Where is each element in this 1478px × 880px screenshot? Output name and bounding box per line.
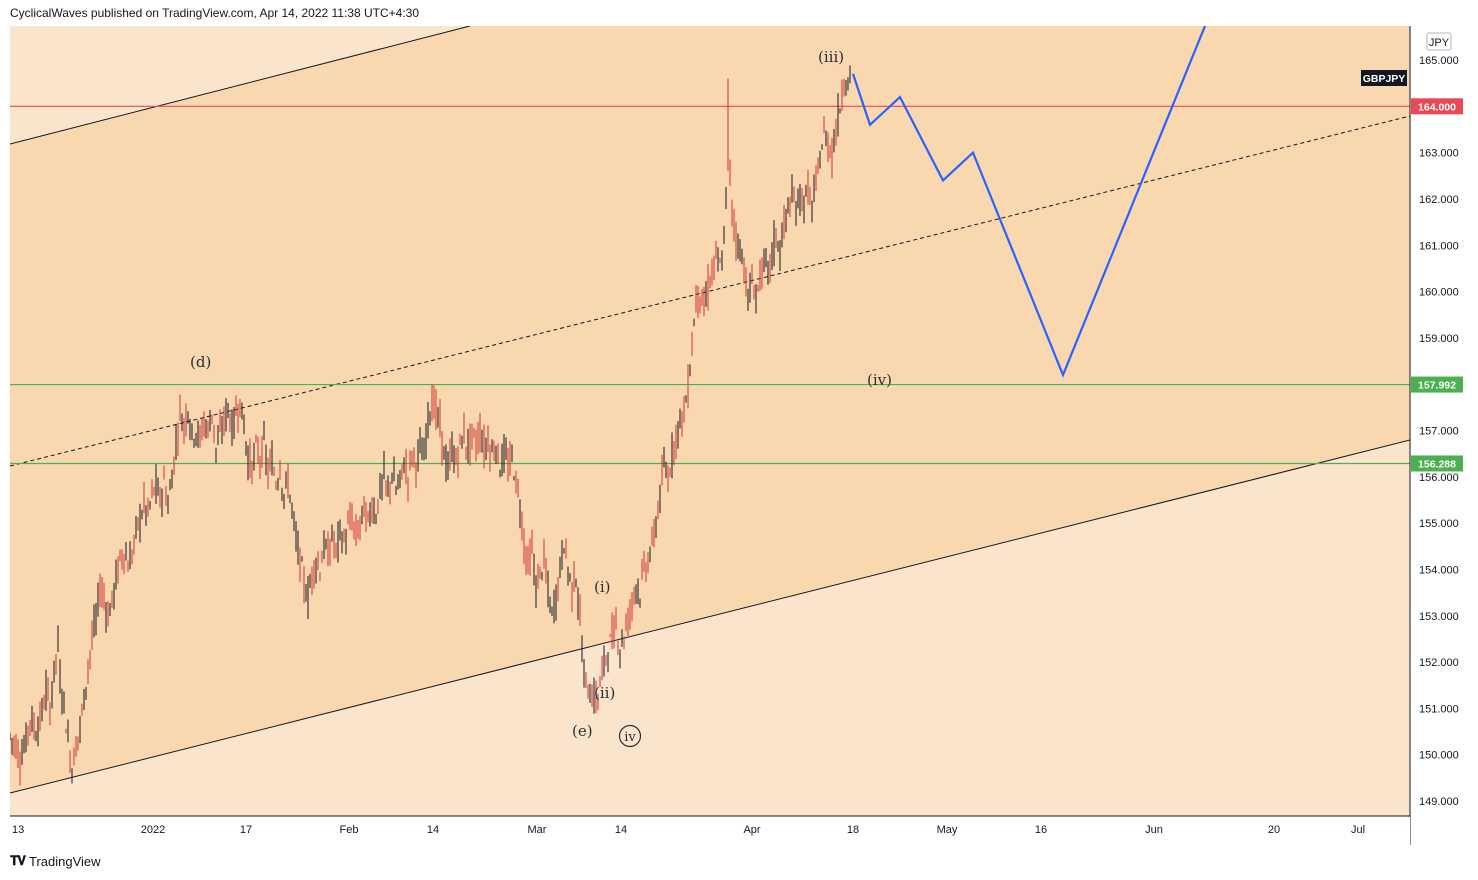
symbol-tag [1361,70,1407,86]
y-tick-label: 163.000 [1419,148,1459,160]
projection-path[interactable] [851,14,1210,378]
wave-label-ii: (ii) [594,684,615,702]
level-tag-label: 157.992 [1418,380,1456,392]
brand-label: TradingView [29,853,101,869]
y-tick-label: 152.000 [1419,657,1459,669]
level-tag-box [1411,98,1463,115]
x-tick-label: Apr [743,824,760,836]
x-tick-labels: 13 2022 17 Feb 14 Mar 14 Apr 18 May 16 Jun 20 Jul [12,824,1365,836]
x-tick-label: 2022 [141,824,165,836]
time-axis[interactable] [10,817,1410,845]
tradingview-logo-icon: 𝐓𝐕 [10,853,26,868]
y-tick-labels: 165.000 164.000 163.000 162.000 161.000 160.0… [1419,55,1459,808]
y-tick-label: 153.000 [1419,611,1459,623]
x-tick-label: Mar [528,824,547,836]
currency-box [1426,32,1452,51]
y-tick-label: 151.000 [1419,703,1459,715]
x-tick-label: 16 [1035,824,1047,836]
channel-lower-line[interactable] [10,439,1410,794]
level-tag-label: 164.000 [1418,101,1456,113]
x-tick-label: Feb [340,824,359,836]
wave-label-iv-minor: (iv) [867,371,892,389]
level-tag-label: 156.288 [1418,458,1456,470]
channel-upper-line[interactable] [10,26,471,145]
publisher-caption: CyclicalWaves published on TradingView.c… [10,6,420,20]
x-tick-label: 20 [1268,824,1280,836]
y-tick-label: 150.000 [1419,750,1459,762]
y-tick-label: 156.000 [1419,472,1459,484]
price-bars [10,65,851,786]
y-tick-label: 165.000 [1419,55,1459,67]
x-tick-label: 13 [12,824,24,836]
x-tick-label: 17 [240,824,252,836]
wave-label-i: (i) [594,578,611,596]
channel-fill [10,26,1410,793]
y-tick-label: 159.000 [1419,333,1459,345]
level-tag-box [1411,455,1463,472]
wave-label-iv-major: iv [624,730,636,745]
symbol-label: GBPJPY [1363,73,1406,85]
tradingview-footer: 𝐓𝐕 TradingView [10,853,101,869]
price-axis[interactable] [1411,26,1478,845]
x-tick-label: Jul [1351,824,1365,836]
x-tick-label: 18 [847,824,859,836]
x-tick-label: 14 [615,824,627,836]
wave-label-d: (d) [190,353,211,371]
currency-label: JPY [1429,37,1450,49]
y-tick-label: 162.000 [1419,194,1459,206]
y-tick-label: 154.000 [1419,564,1459,576]
y-tick-label: 149.000 [1419,796,1459,808]
level-price-tags: 164.000 157.992 156.288 [1411,98,1463,472]
y-tick-label: 157.000 [1419,426,1459,438]
x-tick-label: Jun [1145,824,1163,836]
channel-midline[interactable] [10,115,1410,467]
wave-label-iv-circle [618,724,642,748]
y-tick-label: 160.000 [1419,287,1459,299]
x-tick-label: 14 [427,824,439,836]
wave-label-e: (e) [572,722,593,740]
y-tick-label: 155.000 [1419,518,1459,530]
level-tag-box [1411,376,1463,393]
x-tick-label: May [937,824,958,836]
y-tick-label: 161.000 [1419,240,1459,252]
wave-label-iii: (iii) [818,48,844,66]
